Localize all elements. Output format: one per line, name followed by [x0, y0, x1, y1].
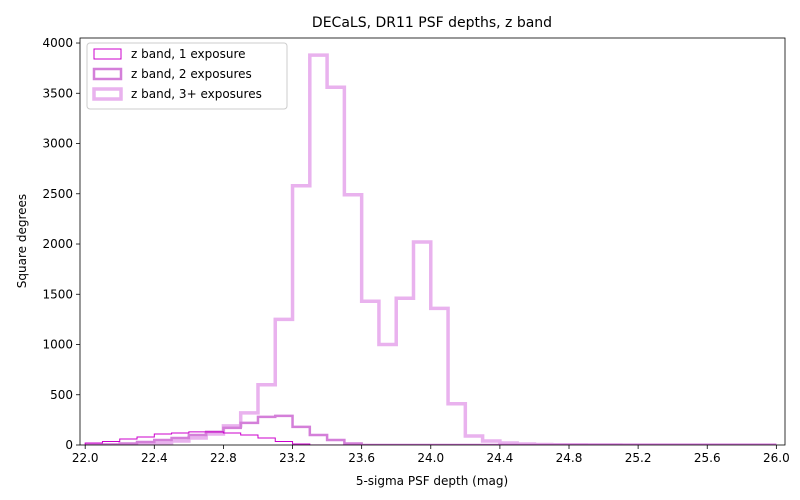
series-1-outline — [84, 431, 777, 445]
plot-area — [79, 37, 786, 446]
legend-label-3: z band, 3+ exposures — [131, 87, 262, 101]
y-tick-label: 0 — [65, 438, 73, 452]
x-tick-label: 23.6 — [348, 451, 375, 465]
y-axis: 0 500 1000 1500 2000 2500 3000 3500 4000 — [42, 36, 80, 452]
x-tick-label: 23.2 — [279, 451, 306, 465]
y-tick-label: 2000 — [42, 237, 73, 251]
y-tick-label: 2500 — [42, 187, 73, 201]
legend-label-2: z band, 2 exposures — [131, 67, 252, 81]
legend-swatch-2 — [92, 67, 123, 81]
series-3-outline — [85, 53, 777, 445]
x-tick-label: 22.0 — [72, 451, 99, 465]
y-tick-label: 1500 — [42, 287, 73, 301]
legend-label-1: z band, 1 exposure — [131, 47, 246, 61]
plot-frame — [79, 37, 786, 446]
x-axis-label: 5-sigma PSF depth (mag) — [356, 474, 508, 488]
legend: z band, 1 exposure z band, 2 exposures z b… — [86, 42, 288, 110]
series-2-outline — [85, 414, 777, 445]
x-tick-label: 25.6 — [694, 451, 721, 465]
chart-title: DECaLS, DR11 PSF depths, z band — [312, 15, 552, 31]
y-tick-label: 4000 — [42, 36, 73, 50]
x-tick-label: 24.8 — [556, 451, 583, 465]
x-tick-label: 22.4 — [141, 451, 168, 465]
y-tick-label: 3000 — [42, 137, 73, 151]
x-tick-label: 24.4 — [487, 451, 514, 465]
y-tick-label: 1000 — [42, 338, 73, 352]
x-tick-label: 22.8 — [210, 451, 237, 465]
y-axis-label: Square degrees — [15, 194, 29, 288]
legend-swatch-1 — [93, 48, 122, 60]
legend-swatch-3 — [92, 87, 123, 101]
x-tick-label: 25.2 — [625, 451, 652, 465]
x-tick-label: 26.0 — [763, 451, 790, 465]
x-tick-label: 24.0 — [417, 451, 444, 465]
y-tick-label: 3500 — [42, 86, 73, 100]
y-tick-label: 500 — [50, 388, 73, 402]
legend-box — [86, 42, 288, 110]
x-axis: 22.0 22.4 22.8 23.2 23.6 24.0 24.4 24.8 25.2 25.6… — [72, 445, 790, 465]
